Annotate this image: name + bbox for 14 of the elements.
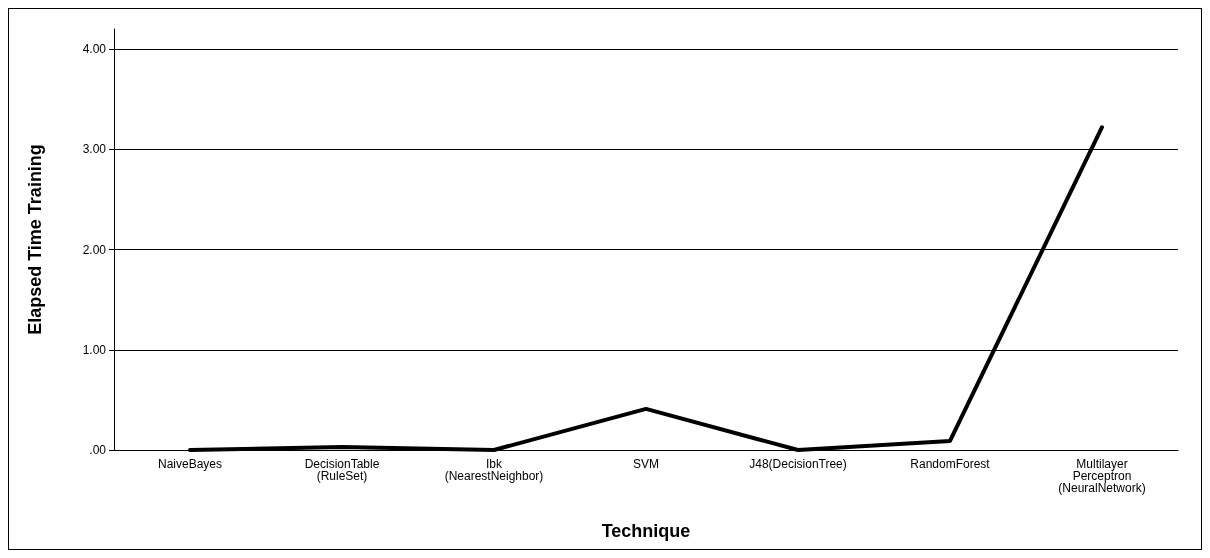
x-tick-label: RandomForest	[910, 457, 991, 471]
x-tick-label: Ibk (NearestNeighbor)	[444, 457, 544, 483]
x-tick-label: J48(DecisionTree)	[749, 457, 847, 471]
y-tick-label: 1.00	[82, 342, 107, 357]
x-tick-label: DecisionTable (RuleSet)	[304, 457, 380, 483]
x-tick-label: Multilayer Perceptron (NeuralNetwork)	[1058, 457, 1146, 495]
x-tick-label: SVM	[632, 457, 660, 471]
y-tick-label: 4.00	[82, 42, 107, 57]
y-tick-label: .00	[89, 443, 107, 457]
y-tick-label: 2.00	[82, 242, 107, 257]
y-tick-label: 3.00	[82, 142, 107, 157]
y-axis-title: Elapsed Time Training	[25, 144, 45, 335]
x-tick-label: NaiveBayes	[157, 457, 223, 471]
x-axis-title: Technique	[601, 521, 691, 541]
